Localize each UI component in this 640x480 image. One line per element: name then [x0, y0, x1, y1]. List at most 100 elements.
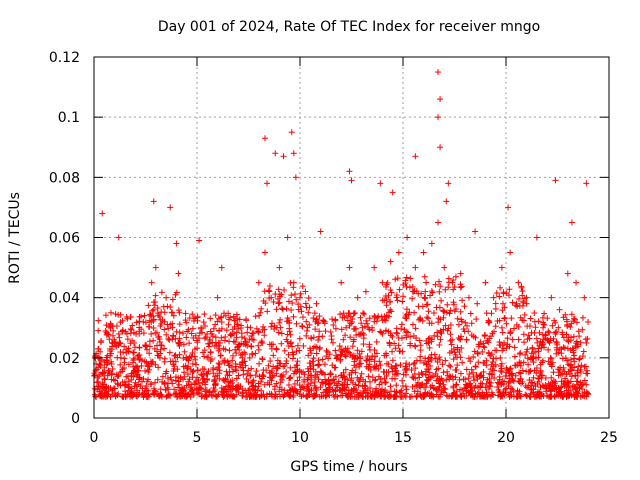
data-point: [101, 369, 108, 376]
data-point: [293, 320, 300, 327]
data-point: [412, 343, 419, 350]
data-point: [136, 324, 143, 331]
data-point: [205, 354, 212, 361]
data-point: [334, 380, 341, 387]
data-point: [108, 309, 115, 316]
data-point: [442, 286, 449, 293]
data-point: [435, 219, 442, 226]
data-point: [505, 391, 512, 398]
data-point: [403, 360, 410, 367]
data-point: [549, 322, 556, 329]
data-point: [322, 393, 329, 400]
data-point: [300, 342, 307, 349]
data-point: [523, 294, 530, 301]
data-point: [273, 345, 280, 352]
data-point: [385, 292, 392, 299]
data-point: [165, 335, 172, 342]
data-point: [287, 340, 294, 347]
data-point: [507, 328, 514, 335]
data-point: [200, 319, 207, 326]
data-point: [223, 383, 230, 390]
data-point: [465, 355, 472, 362]
data-point: [508, 371, 515, 378]
data-point: [181, 348, 188, 355]
data-point: [226, 338, 233, 345]
data-point: [332, 347, 339, 354]
data-point: [295, 301, 302, 308]
data-point: [233, 375, 240, 382]
y-tick-label: 0.12: [49, 50, 80, 66]
data-point: [525, 361, 532, 368]
data-point: [456, 376, 463, 383]
data-point: [468, 320, 475, 327]
data-point: [169, 320, 176, 327]
data-point: [293, 348, 300, 355]
data-point: [299, 314, 306, 321]
data-point: [536, 342, 543, 349]
data-point: [551, 386, 558, 393]
data-point: [131, 349, 138, 356]
data-point: [530, 349, 537, 356]
data-point: [426, 389, 433, 396]
data-point: [339, 387, 346, 394]
data-point: [124, 336, 131, 343]
data-point: [393, 362, 400, 369]
data-point: [320, 389, 327, 396]
data-point: [258, 387, 265, 394]
data-point: [253, 325, 260, 332]
data-point: [261, 332, 268, 339]
data-point: [397, 361, 404, 368]
data-point: [353, 364, 360, 371]
data-point: [436, 354, 443, 361]
data-point: [484, 338, 491, 345]
data-point: [450, 286, 457, 293]
data-point: [140, 393, 147, 400]
data-point: [260, 391, 267, 398]
data-point: [120, 393, 127, 400]
data-point: [303, 327, 310, 334]
data-point: [515, 295, 522, 302]
data-point: [428, 288, 435, 295]
data-point: [388, 289, 395, 296]
data-point: [433, 366, 440, 373]
data-point: [176, 321, 183, 328]
data-point: [148, 279, 155, 286]
data-point: [316, 313, 323, 320]
data-point: [446, 362, 453, 369]
data-point: [430, 310, 437, 317]
data-point: [437, 336, 444, 343]
data-point: [363, 317, 370, 324]
data-point: [290, 150, 297, 157]
data-point: [257, 378, 264, 385]
data-point: [129, 391, 136, 398]
data-point: [170, 312, 177, 319]
data-point: [440, 381, 447, 388]
data-point: [108, 350, 115, 357]
data-point: [312, 392, 319, 399]
data-point: [583, 339, 590, 346]
data-point: [252, 393, 259, 400]
data-point: [281, 347, 288, 354]
data-point: [327, 384, 334, 391]
data-point: [457, 370, 464, 377]
data-point: [463, 336, 470, 343]
data-point: [122, 381, 129, 388]
data-point: [163, 368, 170, 375]
data-point: [500, 345, 507, 352]
data-point: [514, 303, 521, 310]
data-point: [175, 378, 182, 385]
data-point: [398, 321, 405, 328]
data-point: [233, 334, 240, 341]
data-point: [259, 355, 266, 362]
data-point: [447, 363, 454, 370]
data-point: [210, 384, 217, 391]
data-point: [174, 393, 181, 400]
data-point: [244, 324, 251, 331]
data-point: [579, 314, 586, 321]
data-point: [520, 317, 527, 324]
data-point: [552, 329, 559, 336]
data-point: [531, 310, 538, 317]
data-point: [235, 341, 242, 348]
y-tick-label: 0.02: [49, 351, 80, 367]
data-point: [134, 353, 141, 360]
